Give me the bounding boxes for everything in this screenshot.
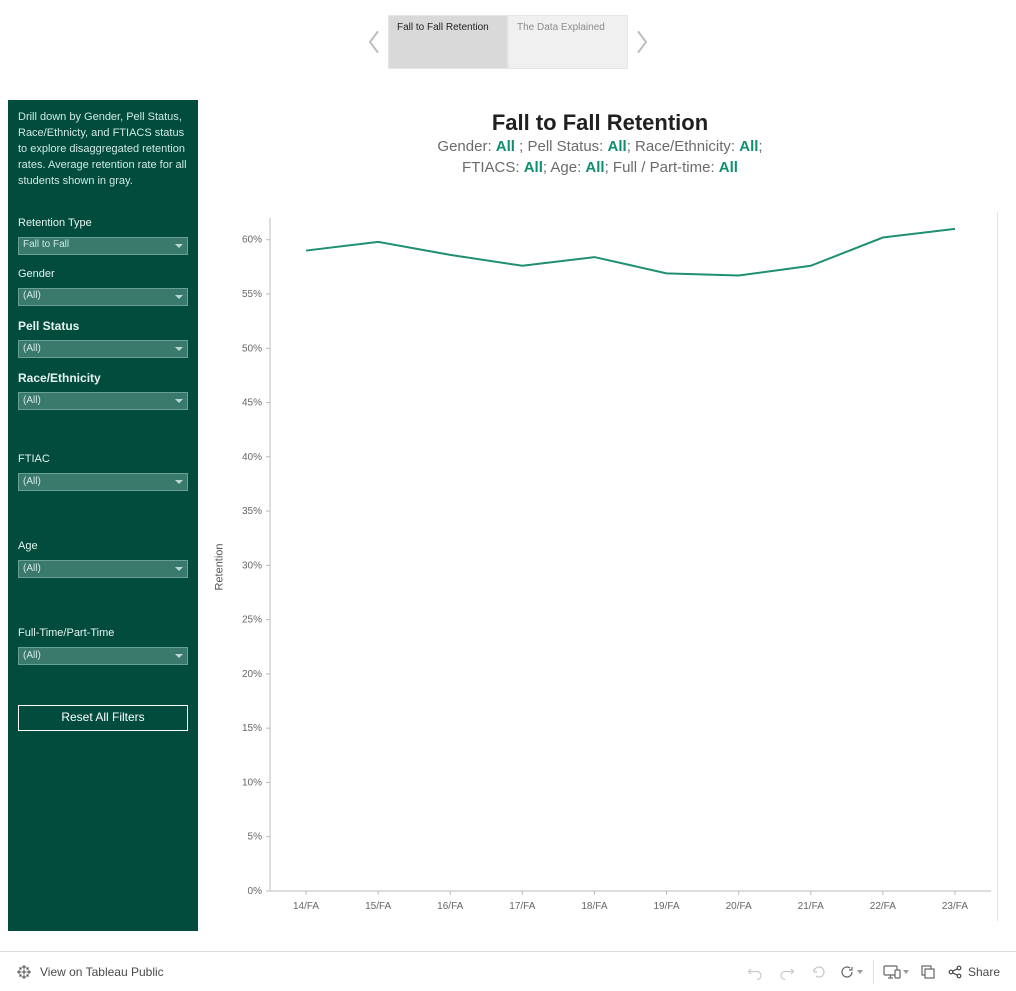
filter-group-6: Full-Time/Part-Time (All) xyxy=(18,626,188,665)
filter-select-2[interactable]: (All) xyxy=(18,340,188,358)
chevron-down-icon xyxy=(857,970,863,974)
filters-sidebar: Drill down by Gender, Pell Status, Race/… xyxy=(8,100,198,931)
filter-group-2: Pell Status (All) xyxy=(18,318,188,358)
filter-value: Fall to Fall xyxy=(23,238,69,253)
filter-label: Pell Status xyxy=(18,318,188,335)
filter-label: Race/Ethnicity xyxy=(18,370,188,387)
svg-text:35%: 35% xyxy=(242,506,262,517)
chart-content: Fall to Fall Retention Gender: All ; Pel… xyxy=(198,100,1008,931)
svg-text:14/FA: 14/FA xyxy=(293,901,319,912)
filter-select-4[interactable]: (All) xyxy=(18,473,188,491)
chevron-down-icon xyxy=(175,480,183,484)
filter-value: (All) xyxy=(23,562,41,577)
chart-subtitle: Gender: All ; Pell Status: All; Race/Eth… xyxy=(202,136,998,178)
filter-label: FTIAC xyxy=(18,452,188,468)
svg-text:17/FA: 17/FA xyxy=(509,901,535,912)
filter-label: Gender xyxy=(18,267,188,283)
filter-value: (All) xyxy=(23,475,41,490)
svg-text:25%: 25% xyxy=(242,615,262,626)
chart-title: Fall to Fall Retention xyxy=(202,110,998,136)
tableau-logo-icon xyxy=(16,964,32,980)
filters-container: Retention TypeFall to FallGender(All)Pel… xyxy=(18,216,188,699)
tableau-footer: View on Tableau Public xyxy=(0,951,1016,991)
svg-text:55%: 55% xyxy=(242,289,262,300)
svg-text:50%: 50% xyxy=(242,343,262,354)
svg-text:10%: 10% xyxy=(242,777,262,788)
filter-select-3[interactable]: (All) xyxy=(18,392,188,410)
tabs-prev-arrow[interactable] xyxy=(360,15,388,69)
svg-text:0%: 0% xyxy=(248,886,263,897)
svg-text:15%: 15% xyxy=(242,723,262,734)
filter-value: (All) xyxy=(23,342,41,357)
tab-1[interactable]: The Data Explained xyxy=(508,15,628,69)
reset-filters-button[interactable]: Reset All Filters xyxy=(18,705,188,730)
svg-text:45%: 45% xyxy=(242,398,262,409)
svg-text:19/FA: 19/FA xyxy=(653,901,679,912)
footer-separator xyxy=(873,960,874,984)
filter-group-1: Gender (All) xyxy=(18,267,188,306)
main-area: Drill down by Gender, Pell Status, Race/… xyxy=(8,100,1008,931)
filter-group-4: FTIAC (All) xyxy=(18,452,188,491)
filter-label: Retention Type xyxy=(18,216,188,232)
svg-text:15/FA: 15/FA xyxy=(365,901,391,912)
svg-text:23/FA: 23/FA xyxy=(942,901,968,912)
undo-button[interactable] xyxy=(741,958,769,986)
view-on-tableau-label: View on Tableau Public xyxy=(40,965,164,979)
story-tabs: Fall to Fall RetentionThe Data Explained xyxy=(0,0,1016,70)
chevron-down-icon xyxy=(175,567,183,571)
filter-label: Full-Time/Part-Time xyxy=(18,626,188,642)
filter-value: (All) xyxy=(23,394,41,409)
filter-label: Age xyxy=(18,539,188,555)
chart-header: Fall to Fall Retention Gender: All ; Pel… xyxy=(202,110,998,178)
chevron-down-icon xyxy=(175,295,183,299)
svg-text:18/FA: 18/FA xyxy=(581,901,607,912)
chevron-down-icon xyxy=(175,654,183,658)
chevron-down-icon xyxy=(903,970,909,974)
filter-select-1[interactable]: (All) xyxy=(18,288,188,306)
svg-text:20%: 20% xyxy=(242,669,262,680)
svg-text:40%: 40% xyxy=(242,452,262,463)
sidebar-instructions: Drill down by Gender, Pell Status, Race/… xyxy=(18,110,188,190)
replay-button[interactable] xyxy=(805,958,833,986)
chevron-down-icon xyxy=(175,244,183,248)
chart-wrap: Retention 0%5%10%15%20%25%30%35%40%45%50… xyxy=(202,212,998,921)
svg-text:21/FA: 21/FA xyxy=(798,901,824,912)
tabs-next-arrow[interactable] xyxy=(628,15,656,69)
tabs-container: Fall to Fall RetentionThe Data Explained xyxy=(388,15,628,69)
filter-group-0: Retention Type Fall to Fall xyxy=(18,216,188,255)
svg-text:60%: 60% xyxy=(242,235,262,246)
filter-group-3: Race/Ethnicity (All) xyxy=(18,370,188,410)
share-button[interactable]: Share xyxy=(948,965,1000,979)
filter-value: (All) xyxy=(23,289,41,304)
share-label: Share xyxy=(968,965,1000,979)
filter-group-5: Age (All) xyxy=(18,539,188,578)
view-on-tableau-link[interactable]: View on Tableau Public xyxy=(16,964,164,980)
line-chart[interactable]: 0% 5% 10% 15% 20% 25% 30% 35% 40% 45% 50% 55% 60% 14/… xyxy=(222,212,997,921)
svg-text:22/FA: 22/FA xyxy=(870,901,896,912)
svg-text:5%: 5% xyxy=(248,832,263,843)
refresh-button[interactable] xyxy=(837,958,865,986)
filter-select-0[interactable]: Fall to Fall xyxy=(18,237,188,255)
tab-0[interactable]: Fall to Fall Retention xyxy=(388,15,508,69)
chevron-down-icon xyxy=(175,347,183,351)
svg-text:30%: 30% xyxy=(242,560,262,571)
svg-text:16/FA: 16/FA xyxy=(437,901,463,912)
filter-value: (All) xyxy=(23,649,41,664)
chevron-down-icon xyxy=(175,399,183,403)
download-button[interactable] xyxy=(914,958,942,986)
filter-select-5[interactable]: (All) xyxy=(18,560,188,578)
svg-text:20/FA: 20/FA xyxy=(726,901,752,912)
redo-button[interactable] xyxy=(773,958,801,986)
filter-select-6[interactable]: (All) xyxy=(18,647,188,665)
device-preview-button[interactable] xyxy=(882,958,910,986)
